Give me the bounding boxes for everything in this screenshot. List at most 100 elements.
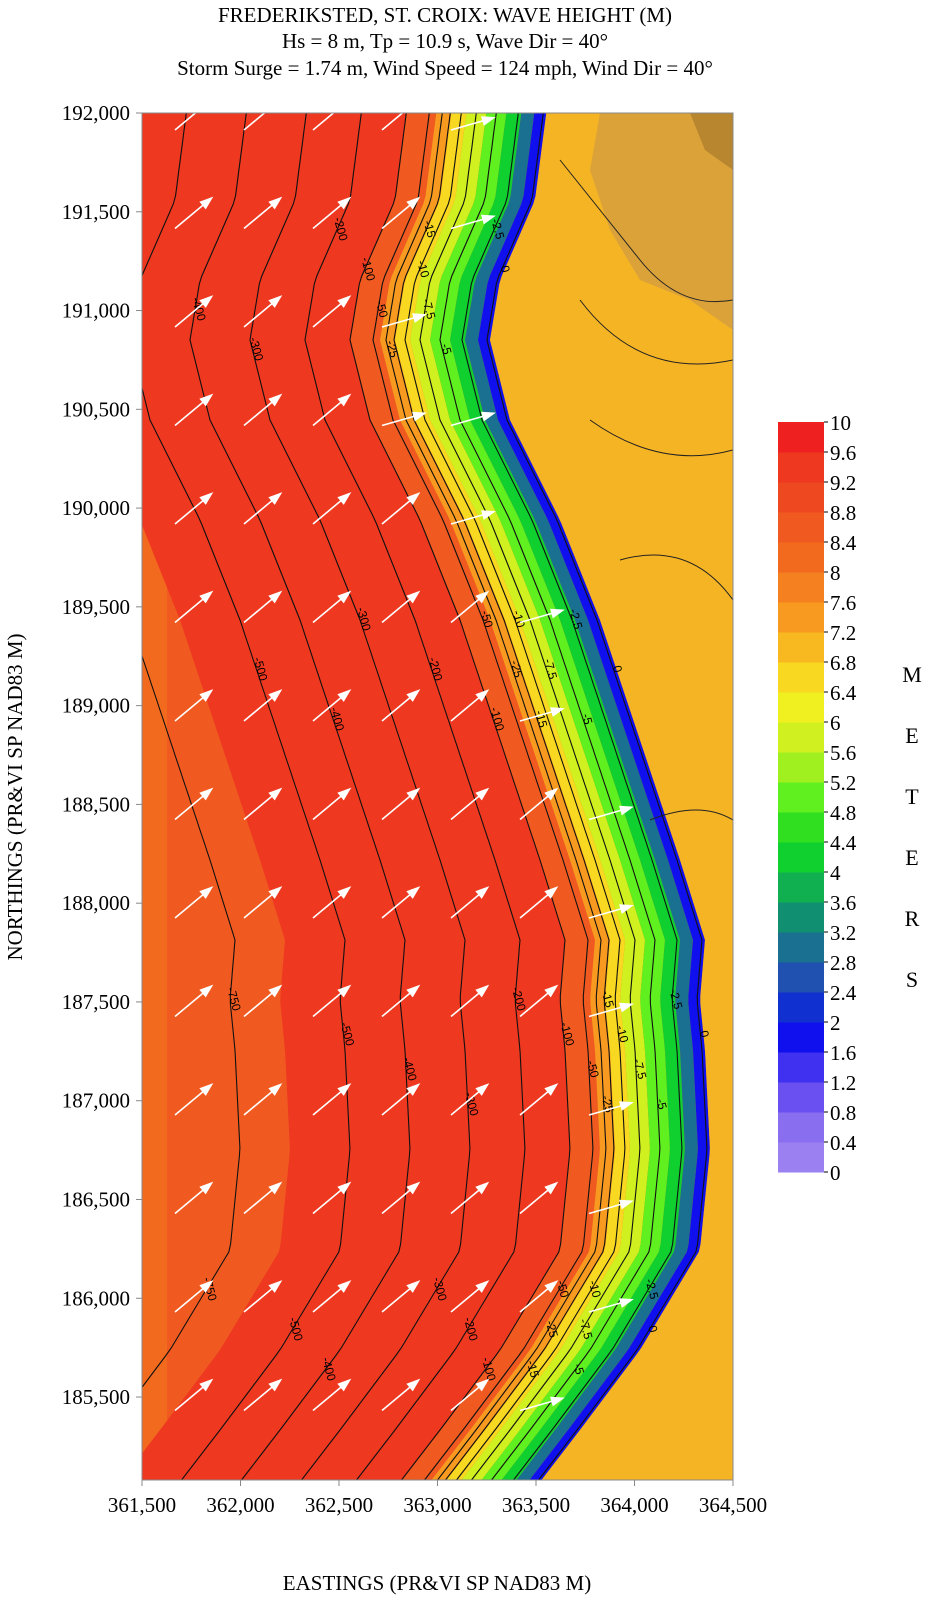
wave-arrow-head: [199, 492, 214, 505]
colorbar-segment: [778, 842, 824, 873]
wave-arrow-head: [406, 1083, 421, 1096]
wave-arrow-head: [268, 295, 283, 308]
contour-label: -50: [584, 1059, 602, 1080]
colorbar-tick-label: 3.2: [830, 921, 856, 945]
wave-arrow-head: [544, 1280, 559, 1293]
colorbar-tick-label: 6: [830, 711, 841, 735]
wave-arrow-head: [619, 1199, 634, 1210]
y-tick-label: 190,000: [62, 496, 130, 520]
contour-label: -7.5: [541, 657, 560, 681]
colorbar-segment: [778, 722, 824, 753]
wave-arrow-head: [337, 393, 352, 407]
contour-label: -15: [599, 989, 617, 1010]
contour-line: [304, 113, 526, 1480]
colorbar-tick-label: 2.8: [830, 951, 856, 975]
y-tick-label: 186,000: [62, 1286, 130, 1310]
colorbar-segment: [778, 452, 824, 483]
wave-arrow-head: [619, 904, 634, 914]
wave-arrow-head: [544, 886, 559, 899]
contour-label: -5: [653, 1097, 669, 1111]
colorbar-tick-label: 9.2: [830, 471, 856, 495]
wave-band: [410, 113, 650, 1480]
wave-arrow-head: [268, 984, 283, 998]
contour-line: [439, 113, 661, 1480]
contour-label: -7.5: [576, 1317, 595, 1341]
wave-arrow-head: [475, 689, 490, 702]
colorbar-segment: [778, 692, 824, 723]
x-axis-title: EASTINGS (PR&VI SP NAD83 M): [283, 1571, 591, 1595]
wave-arrow: [243, 113, 266, 131]
y-tick-label: 187,500: [62, 990, 130, 1014]
wave-arrow-head: [406, 98, 420, 111]
colorbar-segment: [778, 662, 824, 693]
wave-arrow-head: [337, 1378, 352, 1392]
contour-line: [142, 654, 241, 1389]
wave-arrow-head: [268, 98, 282, 111]
contour-label: 0: [498, 264, 513, 274]
contour-label: -25: [543, 1319, 561, 1340]
y-tick-label: 190,500: [62, 397, 130, 421]
contour-label: -7.5: [630, 1057, 649, 1081]
colorbar-tick-label: 7.6: [830, 591, 856, 615]
colorbar-segment: [778, 512, 824, 543]
wave-band: [142, 113, 570, 1480]
colorbar-tick-label: 4.8: [830, 801, 856, 825]
wave-band: [380, 113, 615, 1480]
contour-line: [461, 113, 683, 1480]
wave-arrow-head: [481, 116, 496, 126]
contour-label: -400: [400, 1056, 420, 1083]
colorbar-segment: [778, 572, 824, 603]
colorbar-segment: [778, 782, 824, 813]
wave-arrow-head: [199, 787, 214, 801]
colorbar-tick-label: 6.8: [830, 651, 856, 675]
wave-arrow-head: [199, 689, 214, 702]
wave-arrow-head: [406, 787, 421, 801]
colorbar-segment: [778, 992, 824, 1023]
colorbar-tick-label: 1.2: [830, 1071, 856, 1095]
colorbar-tick-label: 8.4: [830, 531, 857, 555]
wave-arrow-head: [475, 590, 490, 604]
land-contour: [619, 554, 733, 601]
contour-label: -750: [224, 986, 244, 1013]
x-tick-label: 363,000: [403, 1493, 471, 1517]
colorbar-segment: [778, 1112, 824, 1143]
wave-arrow-head: [481, 411, 496, 422]
colorbar-tick-label: 9.6: [830, 441, 856, 465]
wave-arrow-head: [619, 1298, 634, 1308]
wave-arrow: [312, 113, 335, 131]
contour-label: -50: [554, 1279, 572, 1300]
wave-arrow-head: [406, 196, 421, 210]
wave-arrow-head: [337, 196, 352, 210]
wave-arrow-head: [406, 886, 421, 899]
colorbar-segment: [778, 962, 824, 993]
y-tick-label: 192,000: [62, 101, 130, 125]
wave-arrow-head: [406, 1280, 421, 1293]
contour-label: -15: [421, 219, 439, 240]
colorbar-segment: [778, 1052, 824, 1083]
contour-label: -500: [286, 1316, 306, 1343]
y-tick-label: 188,500: [62, 792, 130, 816]
contour-label: -100: [479, 1356, 499, 1383]
contour-line: [393, 113, 615, 1480]
wave-arrow-head: [199, 590, 214, 604]
wave-arrow-head: [475, 1181, 490, 1195]
colorbar-tick-label: 4.4: [830, 831, 857, 855]
wave-arrow-head: [337, 295, 352, 308]
land-contour: [559, 159, 733, 303]
wave-arrow-head: [550, 608, 565, 619]
wave-arrow-head: [475, 1280, 490, 1293]
wave-arrow-head: [337, 590, 352, 604]
contour-label: -100: [557, 1021, 577, 1048]
wave-arrow-head: [544, 1181, 559, 1195]
contour-label: -5: [579, 712, 595, 726]
wave-arrow-head: [406, 1181, 421, 1195]
colorbar-tick-label: 5.6: [830, 741, 856, 765]
wave-arrow-head: [406, 1378, 421, 1392]
contour-label: -750: [200, 1276, 220, 1303]
colorbar-segment: [778, 632, 824, 663]
wave-arrow-head: [544, 1083, 559, 1096]
wave-arrow-head: [475, 886, 490, 899]
colorbar-segment: [778, 1022, 824, 1053]
